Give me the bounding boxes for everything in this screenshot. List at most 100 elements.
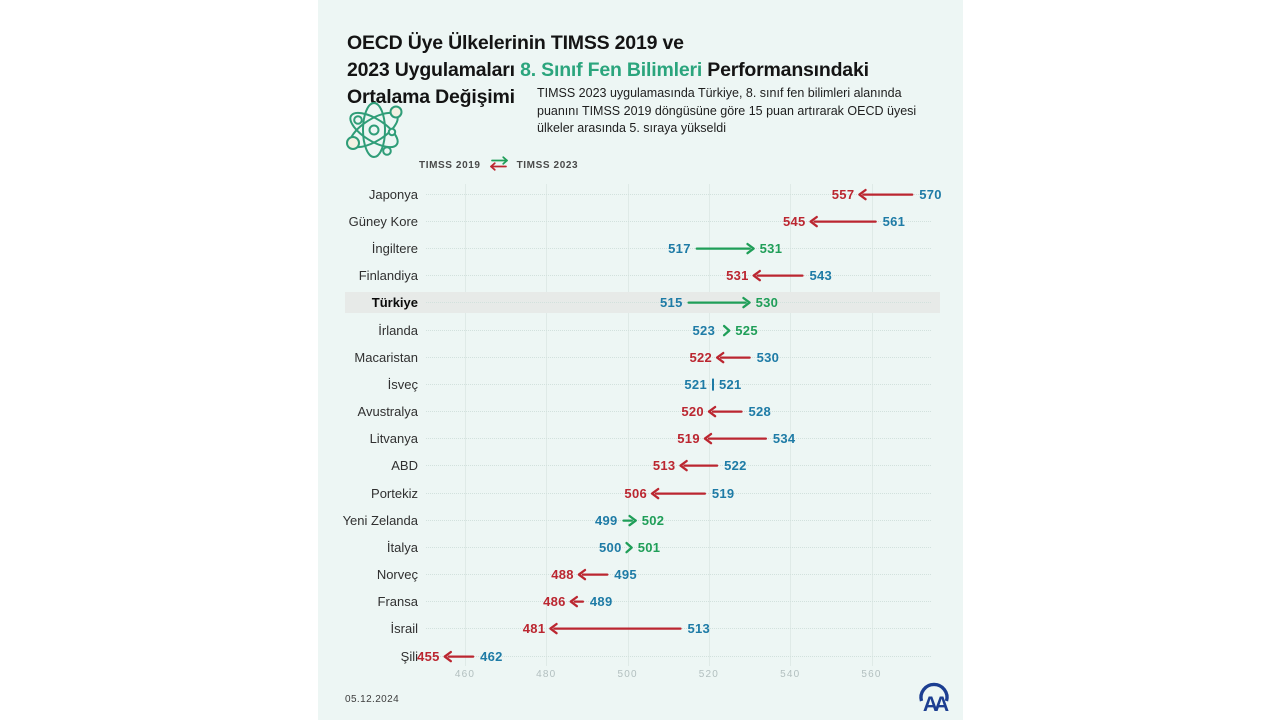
- value-2019: 561: [882, 213, 906, 229]
- x-tick-label: 540: [780, 669, 801, 680]
- value-2019: 489: [589, 594, 613, 610]
- chart-row: Portekiz 519 506: [318, 480, 963, 507]
- value-2019: 519: [711, 485, 735, 501]
- country-label: İsrail: [390, 621, 418, 637]
- legend: TIMSS 2019 TIMSS 2023: [419, 156, 578, 174]
- value-2023: 519: [677, 431, 700, 447]
- publish-date: 05.12.2024: [345, 694, 400, 705]
- country-label: İrlanda: [378, 322, 418, 338]
- gridline: [465, 184, 466, 666]
- chart-row: İtalya 500 501: [318, 534, 963, 561]
- chart-row: Avustralya 528 520: [318, 398, 963, 425]
- value-2023: 455: [417, 648, 440, 664]
- country-label: Norveç: [376, 567, 418, 583]
- country-label: Macaristan: [354, 349, 418, 365]
- value-2019: 570: [919, 186, 942, 202]
- value-2023: 545: [782, 213, 806, 229]
- leader-line: [426, 574, 931, 576]
- value-2023: 531: [759, 241, 783, 257]
- leader-line: [426, 438, 931, 440]
- country-label: Japonya: [368, 186, 418, 202]
- value-2023: 513: [652, 458, 676, 474]
- x-tick-label: 560: [861, 669, 882, 680]
- country-label: Finlandiya: [358, 268, 418, 284]
- leader-line: [426, 329, 931, 331]
- chart-row: Yeni Zelanda 499 502: [318, 507, 963, 534]
- country-label: Yeni Zelanda: [342, 512, 418, 528]
- legend-timss-2019-label: TIMSS 2019: [419, 159, 481, 171]
- value-2023: 502: [641, 512, 665, 528]
- value-2019: 500: [599, 539, 622, 555]
- value-2019: 543: [809, 268, 833, 284]
- leader-line: [426, 655, 931, 657]
- swap-arrows-icon: [488, 156, 510, 174]
- chart-row: Macaristan 530 522: [318, 344, 963, 371]
- value-2023: 522: [689, 349, 713, 365]
- title-highlight: 8. Sınıf Fen Bilimleri: [520, 59, 703, 81]
- value-2019: 528: [748, 404, 772, 420]
- svg-text:AA: AA: [923, 693, 949, 716]
- country-label: Güney Kore: [348, 213, 418, 229]
- value-2023: 531: [726, 268, 749, 284]
- value-2019: 523: [692, 322, 716, 338]
- subtitle-text: TIMSS 2023 uygulamasında Türkiye, 8. sın…: [537, 86, 917, 135]
- leader-line: [426, 356, 931, 358]
- country-label: Şili: [400, 648, 418, 664]
- chart-row: Fransa 489 486: [318, 588, 963, 615]
- gridline: [871, 184, 873, 666]
- value-2019: 495: [614, 567, 637, 583]
- country-label: Avustralya: [357, 404, 418, 420]
- value-2019: 530: [756, 349, 780, 365]
- value-2023: 501: [637, 539, 661, 555]
- country-label: Türkiye: [371, 295, 418, 311]
- chart-row: Norveç 495 488: [318, 561, 963, 588]
- leader-line: [426, 628, 931, 630]
- country-label: Fransa: [377, 594, 418, 610]
- country-label: İngiltere: [371, 241, 418, 257]
- chart-row: İngiltere 517 531: [318, 235, 963, 262]
- x-tick-label: 500: [617, 669, 638, 680]
- title-line-2: 2023 Uygulamaları 8. Sınıf Fen Bilimleri…: [347, 59, 869, 81]
- chart-row: ABD 522 513: [318, 452, 963, 479]
- chart-row: İsveç 521 521: [318, 371, 963, 398]
- gridline: [627, 184, 629, 666]
- value-2019: 517: [668, 241, 691, 257]
- value-2023: 525: [735, 322, 758, 338]
- leader-line: [426, 275, 931, 277]
- country-label: İtalya: [386, 539, 418, 555]
- x-tick-label: 460: [454, 669, 476, 680]
- leader-line: [426, 492, 931, 494]
- x-tick-label: 480: [536, 669, 557, 680]
- leader-line: [426, 193, 931, 195]
- value-2019: 534: [772, 431, 796, 447]
- chart-row: İsrail 513 481: [318, 615, 963, 642]
- chart-row: İrlanda 523 525: [318, 317, 963, 344]
- leader-line: [426, 411, 931, 413]
- value-2023: 530: [755, 295, 779, 311]
- legend-timss-2023-label: TIMSS 2023: [516, 159, 579, 171]
- title-line-1: OECD Üye Ülkelerinin TIMSS 2019 ve: [347, 32, 684, 54]
- country-label: ABD: [391, 458, 418, 474]
- chart-row: Şili 462 455: [318, 643, 963, 670]
- value-2023: 521: [719, 376, 742, 392]
- value-2019: 499: [594, 512, 618, 528]
- country-label: Litvanya: [369, 431, 418, 447]
- leader-line: [426, 383, 931, 385]
- chart-row: Türkiye 515 530: [318, 289, 963, 316]
- x-tick-label: 520: [698, 669, 720, 680]
- leader-line: [426, 601, 931, 603]
- value-2019: 521: [684, 376, 707, 392]
- value-2023: 481: [522, 621, 546, 637]
- value-2019: 522: [724, 458, 747, 474]
- title-line-3: Ortalama Değişimi: [347, 86, 515, 108]
- value-2023: 486: [543, 594, 566, 610]
- leader-line: [426, 519, 931, 521]
- chart-row: Japonya 570 557: [318, 181, 963, 208]
- value-2019: 513: [687, 621, 711, 637]
- infographic-card: OECD Üye Ülkelerinin TIMSS 2019 ve 2023 …: [318, 0, 963, 720]
- leader-line: [426, 546, 931, 548]
- leader-line: [426, 248, 931, 250]
- gridline: [790, 184, 792, 666]
- atom-icon: [345, 99, 403, 166]
- chart-row: Finlandiya 543 531: [318, 262, 963, 289]
